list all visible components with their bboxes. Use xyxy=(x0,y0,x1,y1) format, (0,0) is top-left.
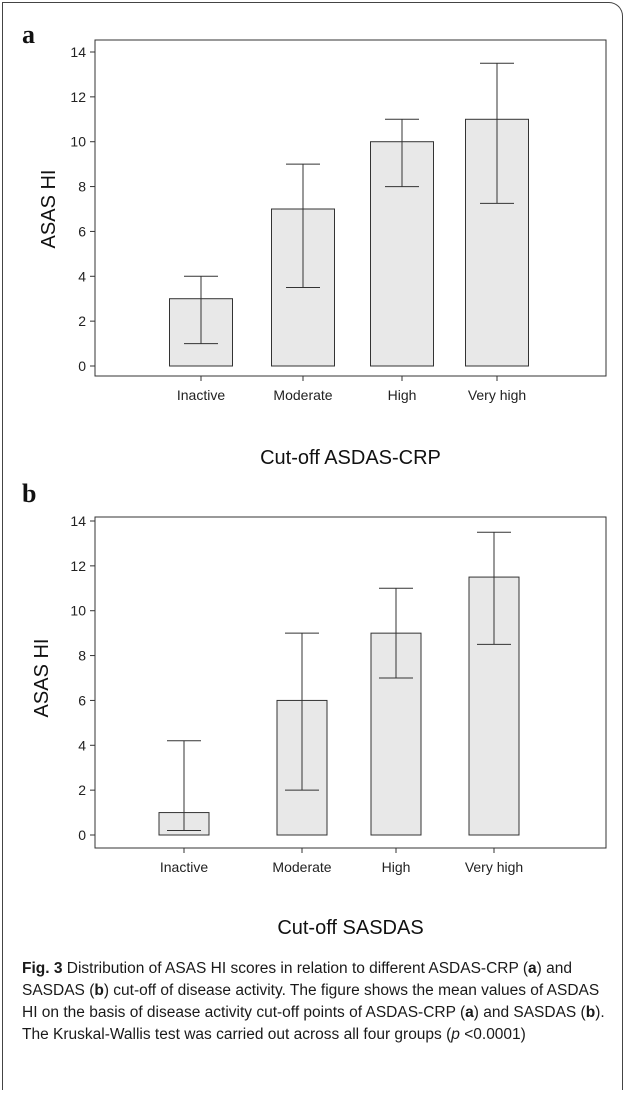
x-axis-label: Cut-off SASDAS xyxy=(277,917,423,939)
y-tick-label: 6 xyxy=(78,692,86,708)
caption-p-symbol: p xyxy=(451,1026,460,1043)
y-tick-label: 8 xyxy=(78,179,86,195)
y-axis-label: ASAS HI xyxy=(31,639,53,718)
y-tick-label: 14 xyxy=(70,513,86,529)
x-axis-label: Cut-off ASDAS-CRP xyxy=(260,447,441,469)
bar-chart-a: 0 2 4 6 8 10 12 14 ASAS HI Inactive Moderate High Ve… xyxy=(38,39,607,469)
y-tick-label: 8 xyxy=(78,648,86,664)
x-tick-label: Inactive xyxy=(177,387,225,403)
x-tick-label: Moderate xyxy=(272,859,331,875)
panel-label-b: b xyxy=(22,479,37,508)
caption-text-4: ) and SASDAS ( xyxy=(473,1004,586,1021)
y-tick-label: 14 xyxy=(70,44,86,60)
y-tick-label: 0 xyxy=(78,358,86,374)
caption-ref-a: a xyxy=(527,960,537,977)
caption-ref-a-2: a xyxy=(465,1004,474,1021)
y-tick-label: 12 xyxy=(70,89,86,105)
caption-text-6: <0.0001) xyxy=(459,1026,526,1043)
y-tick-label: 2 xyxy=(78,782,86,798)
x-tick-label: High xyxy=(382,859,411,875)
caption-text-5: ). The Kruskal-Wallis test was carried o… xyxy=(22,1004,605,1043)
plot-frame xyxy=(94,516,607,849)
y-tick-label: 10 xyxy=(70,603,86,619)
y-tick-label: 4 xyxy=(78,737,86,753)
x-tick-label: Very high xyxy=(465,859,523,875)
x-tick-label: High xyxy=(388,387,417,403)
figure-caption: Fig. 3 Distribution of ASAS HI scores in… xyxy=(22,958,612,1046)
y-tick-label: 2 xyxy=(78,313,86,329)
caption-ref-b: b xyxy=(94,982,104,999)
x-tick-label: Inactive xyxy=(160,859,208,875)
x-tick-label: Very high xyxy=(468,387,526,403)
bar-chart-b: 0 2 4 6 8 10 12 14 ASAS HI Inactive Moderate High Ve… xyxy=(31,513,607,939)
caption-text-3: ) cut-off of disease activity. The figur… xyxy=(22,982,600,1021)
caption-text-1: Distribution of ASAS HI scores in relati… xyxy=(62,960,528,977)
x-tick-label: Moderate xyxy=(273,387,332,403)
caption-text-2: ) and SASDAS ( xyxy=(22,960,572,999)
plot-frame xyxy=(94,39,607,377)
y-tick-label: 10 xyxy=(70,134,86,150)
y-tick-label: 4 xyxy=(78,268,86,284)
panel-label-a: a xyxy=(22,20,35,49)
caption-label: Fig. 3 xyxy=(22,960,63,977)
y-tick-label: 6 xyxy=(78,223,86,239)
caption-ref-b-2: b xyxy=(585,1004,596,1021)
y-tick-label: 0 xyxy=(78,827,86,843)
y-tick-label: 12 xyxy=(70,558,86,574)
y-axis-label: ASAS HI xyxy=(38,170,60,249)
